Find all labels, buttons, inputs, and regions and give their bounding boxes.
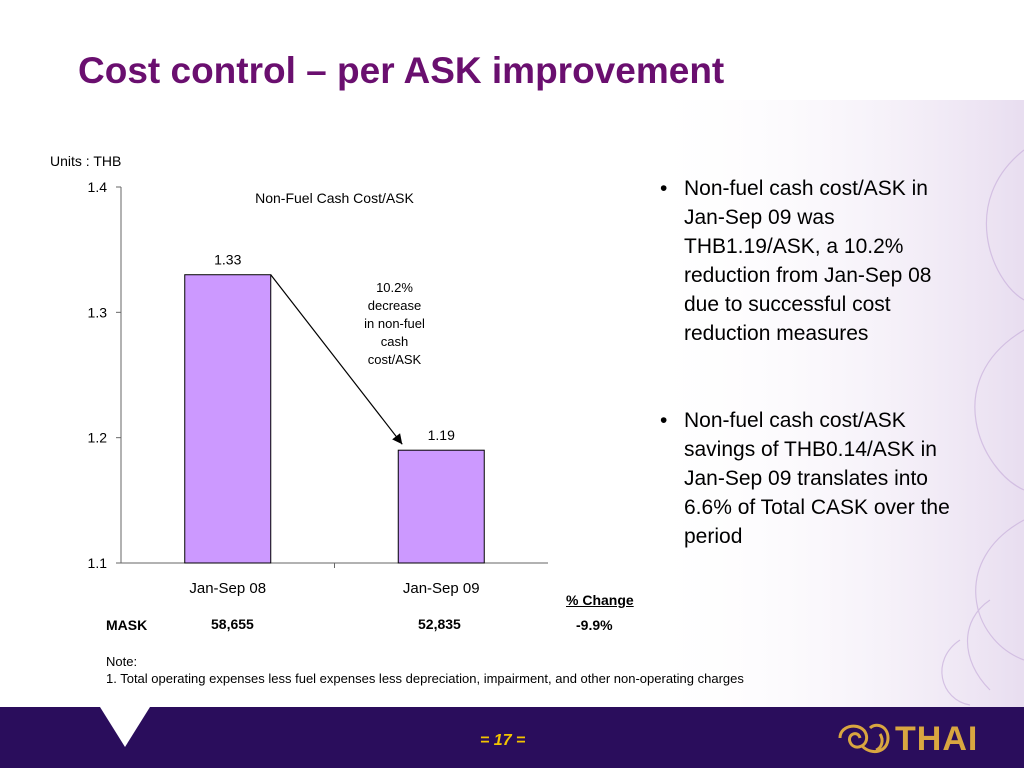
bullet-text: Non-fuel cash cost/ASK in Jan-Sep 09 was… [684, 177, 932, 345]
x-tick-label: Jan-Sep 09 [403, 580, 480, 597]
page-number: = 17 = [480, 732, 526, 749]
note-heading: Note: [106, 654, 138, 669]
annotation-text: in non-fuel [364, 316, 425, 331]
y-tick-label: 1.1 [88, 555, 108, 571]
y-tick-label: 1.4 [88, 179, 108, 195]
annotation-arrow [270, 274, 403, 445]
data-label: 1.19 [428, 427, 455, 443]
units-label: Units : THB [50, 153, 122, 169]
mask-label: MASK [106, 617, 148, 633]
bullet-dot-icon: • [660, 409, 668, 432]
x-tick-label: Jan-Sep 08 [189, 580, 266, 597]
mask-value-jan-sep-09: 52,835 [418, 616, 461, 632]
bar [397, 449, 485, 564]
note: Note: 1. Total operating expenses less f… [106, 653, 744, 687]
mask-value-jan-sep-08: 58,655 [211, 616, 254, 632]
annotation-arrowhead-icon [392, 433, 403, 445]
y-tick-label: 1.3 [88, 304, 108, 320]
chart-title: Non-Fuel Cash Cost/ASK [255, 190, 414, 206]
note-line: 1. Total operating expenses less fuel ex… [106, 671, 744, 686]
pct-change-value: -9.9% [576, 617, 613, 633]
annotation-text: decrease [368, 298, 421, 313]
pct-change-header: % Change [566, 592, 634, 608]
logo-text: THAI [895, 720, 979, 758]
bullet-item: • Non-fuel cash cost/ASK in Jan-Sep 09 wa… [656, 174, 966, 348]
annotation-text: cash [381, 334, 408, 349]
bullet-dot-icon: • [660, 177, 668, 200]
footer-bar [0, 707, 1024, 768]
bullet-text: Non-fuel cash cost/ASK savings of THB0.1… [684, 409, 950, 548]
y-tick-label: 1.2 [88, 430, 108, 446]
thai-logo-icon [838, 723, 890, 754]
annotation-text: cost/ASK [368, 352, 422, 367]
data-label: 1.33 [214, 252, 241, 268]
bullet-item: • Non-fuel cash cost/ASK savings of THB0.… [656, 406, 966, 551]
bar [184, 274, 272, 564]
annotation-text: 10.2% [376, 280, 413, 295]
slide-title: Cost control – per ASK improvement [78, 50, 725, 91]
bullet-list: • Non-fuel cash cost/ASK in Jan-Sep 09 wa… [656, 174, 966, 609]
